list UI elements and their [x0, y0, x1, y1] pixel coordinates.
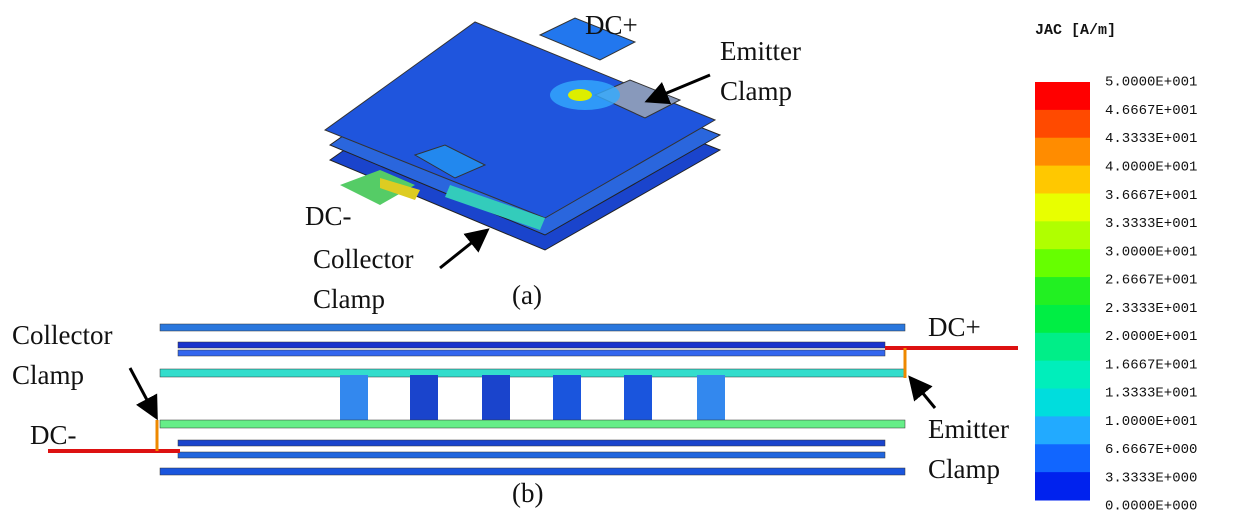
color-band: [1035, 305, 1090, 333]
annotation: Clamp: [12, 360, 84, 390]
figure: DC+ Emitter Clamp DC- Collector Clamp (a…: [0, 0, 1239, 510]
legend-title: JAC [A/m]: [1035, 22, 1116, 39]
color-band: [1035, 110, 1090, 138]
panel-a-image: [325, 18, 720, 250]
color-band: [1035, 138, 1090, 166]
legend: 5.0000E+001 4.6667E+001 4.3333E+001 4.0000E…: [1035, 75, 1197, 510]
color-band: [1035, 444, 1090, 472]
annotation: Clamp: [928, 454, 1000, 484]
color-band: [1035, 277, 1090, 305]
color-band: [1035, 249, 1090, 277]
legend-label: 1.0000E+001: [1105, 414, 1197, 430]
color-band: [1035, 472, 1090, 500]
legend-label: 6.6667E+000: [1105, 442, 1197, 458]
color-band: [1035, 221, 1090, 249]
legend-label: 4.6667E+001: [1105, 103, 1197, 119]
legend-label: 0.0000E+000: [1105, 499, 1197, 510]
legend-label: 4.0000E+001: [1105, 160, 1197, 176]
legend-label: 3.3333E+000: [1105, 470, 1197, 486]
legend-label: 2.6667E+001: [1105, 273, 1197, 289]
annotation: DC-: [305, 201, 352, 231]
annotation: Collector: [313, 244, 413, 274]
color-band: [1035, 361, 1090, 389]
annotation: Emitter: [720, 36, 801, 66]
annotation: DC+: [928, 312, 981, 342]
legend-label: 3.0000E+001: [1105, 244, 1197, 260]
legend-label: 4.3333E+001: [1105, 131, 1197, 147]
panel-label: (b): [512, 478, 543, 508]
panel-label: (a): [512, 280, 542, 310]
color-band: [1035, 166, 1090, 194]
annotation: Clamp: [313, 284, 385, 314]
color-band: [1035, 389, 1090, 417]
legend-label: 1.3333E+001: [1105, 386, 1197, 402]
annotation: DC-: [30, 420, 77, 450]
legend-label: 1.6667E+001: [1105, 357, 1197, 373]
panel-b-image: [48, 324, 1018, 475]
color-band: [1035, 333, 1090, 361]
color-band: [1035, 193, 1090, 221]
color-band: [1035, 416, 1090, 444]
legend-label: 3.3333E+001: [1105, 216, 1197, 232]
legend-label: 5.0000E+001: [1105, 75, 1197, 91]
annotation: Clamp: [720, 76, 792, 106]
annotation: DC+: [585, 10, 638, 40]
annotation: Collector: [12, 320, 112, 350]
color-band: [1035, 82, 1090, 110]
annotation: Emitter: [928, 414, 1009, 444]
legend-label: 3.6667E+001: [1105, 188, 1197, 204]
legend-label: 2.0000E+001: [1105, 329, 1197, 345]
legend-label: 2.3333E+001: [1105, 301, 1197, 317]
